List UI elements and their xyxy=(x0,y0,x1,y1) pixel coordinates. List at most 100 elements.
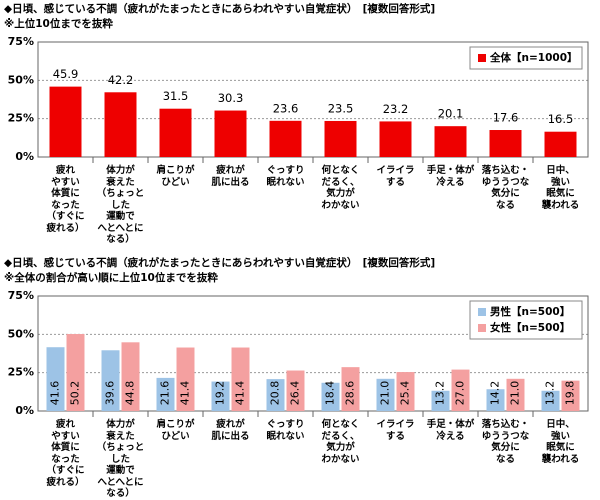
chart-subtitle: ※上位10位までを抜粋 xyxy=(4,17,113,30)
bar xyxy=(156,377,175,411)
value-label: 26.4 xyxy=(289,381,302,406)
x-tick-label: 何となく だるく、 気力が わかない xyxy=(321,165,360,211)
x-tick-label: 疲れが 肌に出る xyxy=(211,165,250,188)
y-tick-label: 25% xyxy=(8,112,34,125)
bar xyxy=(321,382,340,411)
x-tick-label: 落ち込む・ ゆううつな 気分に なる xyxy=(481,419,530,465)
legend-swatch xyxy=(478,308,486,316)
value-label: 45.9 xyxy=(53,67,79,81)
value-label: 14.2 xyxy=(489,381,502,406)
bar xyxy=(286,370,305,411)
chart-title: ◆日頃、感じている不調（疲れがたまったときにあらわれやすい自覚症状） [複数回答… xyxy=(4,256,435,269)
value-label: 39.6 xyxy=(104,381,117,406)
bar xyxy=(451,369,470,411)
y-tick-label: 75% xyxy=(8,35,34,48)
value-label: 19.2 xyxy=(214,381,227,406)
x-tick-label: 疲れが 肌に出る xyxy=(211,419,250,442)
x-tick-label: 肩こりが ひどい xyxy=(156,165,195,188)
bar xyxy=(324,120,357,157)
value-label: 20.1 xyxy=(438,107,464,121)
bar xyxy=(396,372,415,411)
bar xyxy=(46,347,65,411)
bar xyxy=(431,390,450,411)
y-tick-label: 50% xyxy=(8,327,34,340)
bar xyxy=(121,342,140,411)
x-tick-label: 疲れ やすい 体質に なった （すぐに 疲れる） xyxy=(46,419,85,488)
value-label: 41.4 xyxy=(234,381,247,406)
bar xyxy=(506,378,525,411)
bar xyxy=(159,108,192,157)
value-label: 28.6 xyxy=(344,381,357,406)
x-tick-label: 日中、 強い 眠気に 襲われる xyxy=(541,419,580,465)
y-tick-label: 25% xyxy=(8,366,34,379)
legend-box xyxy=(469,300,583,340)
x-tick-label: 手足・体が 冷える xyxy=(426,165,475,188)
value-label: 30.3 xyxy=(218,91,244,105)
bar xyxy=(214,110,247,157)
x-tick-label: イライラ する xyxy=(376,419,415,442)
bar xyxy=(104,92,137,157)
chart-title: ◆日頃、感じている不調（疲れがたまったときにあらわれやすい自覚症状） [複数回答… xyxy=(4,2,435,15)
value-label: 41.6 xyxy=(49,381,62,406)
value-label: 17.6 xyxy=(493,111,519,125)
value-label: 25.4 xyxy=(399,381,412,406)
value-label: 27.0 xyxy=(454,381,467,406)
bar xyxy=(269,120,302,157)
legend-label: 全体【n=1000】 xyxy=(489,51,578,64)
x-tick-label: 何となく だるく、 気力が わかない xyxy=(321,419,360,465)
bar xyxy=(266,379,285,411)
bar xyxy=(101,350,120,411)
bar xyxy=(176,347,195,411)
value-label: 41.4 xyxy=(179,381,192,406)
value-label: 16.5 xyxy=(548,112,574,126)
legend-swatch xyxy=(478,324,486,332)
legend-label: 男性【n=500】 xyxy=(490,305,570,318)
value-label: 13.2 xyxy=(434,381,447,406)
bar xyxy=(541,390,560,411)
bar xyxy=(376,378,395,411)
value-label: 21.0 xyxy=(379,381,392,406)
bar xyxy=(489,130,522,157)
value-label: 23.6 xyxy=(273,101,299,115)
x-tick-label: ぐっすり 眠れない xyxy=(266,419,305,442)
value-label: 13.2 xyxy=(544,381,557,406)
bar xyxy=(486,389,505,411)
bar xyxy=(231,347,250,411)
y-tick-label: 0% xyxy=(15,404,34,417)
bar xyxy=(434,126,467,157)
legend-box xyxy=(469,46,583,70)
bar xyxy=(341,367,360,411)
x-tick-label: 体力が 衰えた （ちょっとした 運動で へとへとに なる） xyxy=(96,165,145,245)
x-tick-label: イライラ する xyxy=(376,165,415,188)
x-tick-label: 疲れ やすい 体質に なった （すぐに 疲れる） xyxy=(46,165,85,234)
x-tick-label: ぐっすり 眠れない xyxy=(266,165,305,188)
value-label: 21.0 xyxy=(509,381,522,406)
x-tick-label: 体力が 衰えた （ちょっとした 運動で へとへとに なる） xyxy=(96,419,145,499)
value-label: 18.4 xyxy=(324,381,337,406)
chart-subtitle: ※全体の割合が高い順に上位10位までを抜粋 xyxy=(4,271,218,284)
x-tick-label: 落ち込む・ ゆううつな 気分に なる xyxy=(481,165,530,211)
value-label: 31.5 xyxy=(163,89,189,103)
x-tick-label: 肩こりが ひどい xyxy=(156,419,195,442)
y-tick-label: 0% xyxy=(15,150,34,163)
x-tick-label: 日中、 強い 眠気に 襲われる xyxy=(541,165,580,211)
value-label: 19.8 xyxy=(564,381,577,406)
bar xyxy=(561,380,580,411)
value-label: 23.2 xyxy=(383,102,409,116)
value-label: 42.2 xyxy=(108,73,134,87)
legend-label: 女性【n=500】 xyxy=(490,321,570,334)
value-label: 21.6 xyxy=(159,381,172,406)
value-label: 44.8 xyxy=(124,381,137,406)
y-tick-label: 75% xyxy=(8,289,34,302)
bar xyxy=(49,86,82,157)
x-tick-label: 手足・体が 冷える xyxy=(426,419,475,442)
y-tick-label: 50% xyxy=(8,73,34,86)
bar xyxy=(379,121,412,157)
legend-swatch xyxy=(478,54,486,62)
value-label: 50.2 xyxy=(69,381,82,406)
bar xyxy=(544,131,577,157)
value-label: 20.8 xyxy=(269,381,282,406)
bar xyxy=(66,334,85,411)
